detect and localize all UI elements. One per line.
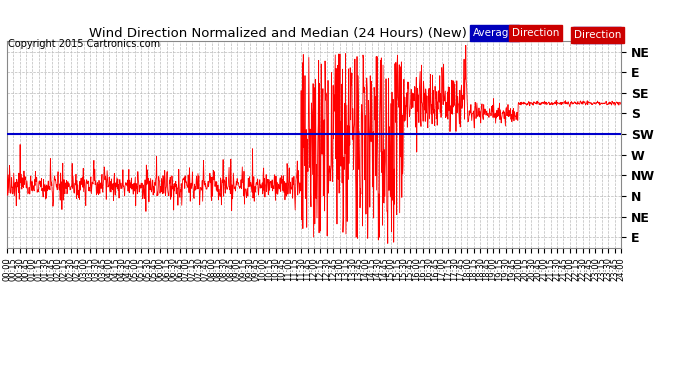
Title: Wind Direction Normalized and Median (24 Hours) (New) 20150215: Wind Direction Normalized and Median (24… [89,27,539,40]
Text: Average: Average [473,28,515,38]
Text: Direction: Direction [512,28,560,38]
Text: Direction: Direction [573,30,621,40]
Text: Copyright 2015 Cartronics.com: Copyright 2015 Cartronics.com [8,39,160,49]
Text: Average: Average [575,30,618,40]
